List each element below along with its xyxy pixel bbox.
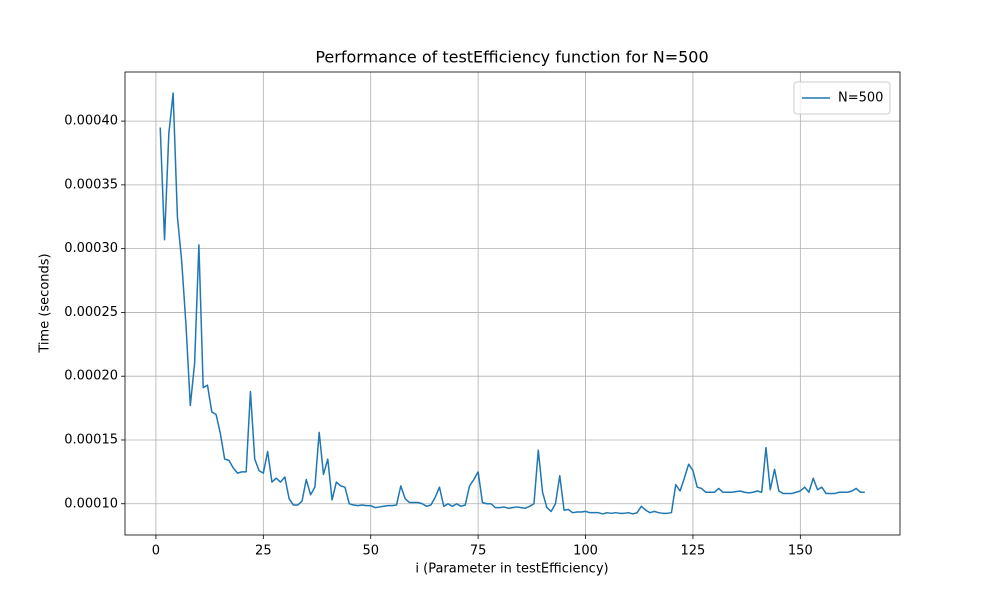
- y-tick-label: 0.00040: [64, 114, 118, 129]
- x-tick-label: 125: [681, 544, 706, 559]
- y-tick-label: 0.00030: [64, 241, 118, 256]
- y-tick-label: 0.00020: [64, 369, 118, 384]
- y-axis-label: Time (seconds): [38, 253, 53, 353]
- legend-label: N=500: [838, 91, 883, 106]
- legend-box: [793, 81, 891, 115]
- y-tick-label: 0.00035: [64, 177, 118, 192]
- y-tick-label: 0.00010: [64, 496, 118, 511]
- x-axis-label: i (Parameter in testEfficiency): [415, 562, 608, 577]
- x-tick-label: 25: [255, 544, 272, 559]
- plot-frame: [124, 71, 901, 536]
- x-tick-label: 50: [362, 544, 379, 559]
- y-tick-label: 0.00025: [64, 305, 118, 320]
- line-series: [159, 92, 865, 515]
- x-tick-label: 100: [573, 544, 598, 559]
- x-tick-label: 150: [788, 544, 813, 559]
- x-tick-label: 0: [152, 544, 160, 559]
- y-tick-label: 0.00015: [64, 432, 118, 447]
- x-tick-label: 75: [470, 544, 487, 559]
- chart-title: Performance of testEfficiency function f…: [315, 48, 708, 67]
